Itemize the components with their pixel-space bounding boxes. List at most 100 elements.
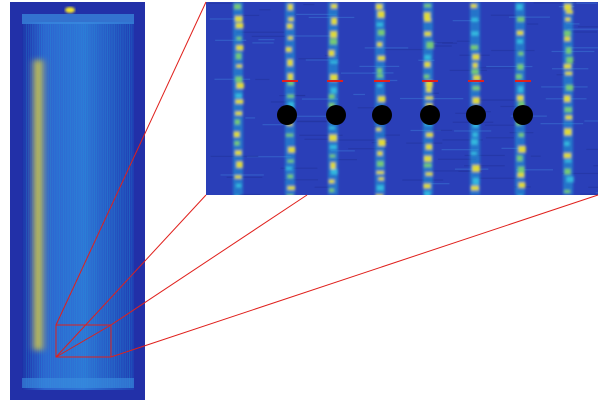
zoom-hotspot bbox=[564, 141, 570, 146]
zoom-hotspot bbox=[287, 36, 293, 40]
zoom-hotspot bbox=[376, 171, 385, 175]
zoom-hotspot bbox=[472, 54, 480, 60]
zoom-hotspot bbox=[330, 31, 338, 38]
zoom-streak bbox=[301, 98, 339, 100]
zoom-streak bbox=[426, 170, 470, 172]
zoom-hotspot bbox=[285, 166, 293, 171]
zoom-streak bbox=[299, 134, 343, 136]
zoom-hotspot bbox=[426, 87, 432, 93]
connector-line-3 bbox=[110, 194, 308, 326]
zoom-hotspot bbox=[376, 22, 383, 27]
zoom-hotspot bbox=[423, 163, 432, 168]
zoom-hotspot bbox=[518, 182, 526, 188]
zoom-hotspot bbox=[286, 194, 294, 195]
zoom-markers bbox=[277, 105, 533, 125]
zoom-hotspot bbox=[426, 41, 434, 49]
zoom-streak bbox=[246, 156, 292, 158]
zoom-streak bbox=[364, 47, 409, 49]
zoom-hotspot bbox=[472, 122, 479, 128]
zoom-hotspot bbox=[288, 101, 295, 109]
zoom-hotspot bbox=[472, 132, 478, 138]
zoom-hotspot bbox=[564, 128, 572, 136]
zoom-streak bbox=[353, 93, 365, 96]
zoom-streak bbox=[530, 155, 541, 157]
callout bbox=[55, 1, 599, 358]
zoom-hotspot bbox=[424, 4, 432, 8]
zoom-hotspot bbox=[564, 4, 572, 11]
zoom-hotspot bbox=[424, 54, 431, 60]
zoom-hotspot bbox=[288, 146, 296, 153]
zoom-hotspot bbox=[424, 191, 431, 195]
zoom-hotspot bbox=[236, 183, 242, 188]
zoom-hotspot bbox=[472, 86, 481, 91]
overview-top-hotspot bbox=[65, 7, 75, 13]
zoom-column bbox=[233, 2, 243, 195]
zoom-hotspot bbox=[472, 164, 480, 172]
zoom-hotspot bbox=[235, 99, 244, 104]
zoom-streak bbox=[486, 65, 533, 68]
zoom-streak bbox=[561, 172, 598, 175]
zoom-streak bbox=[289, 35, 336, 37]
zoom-streak bbox=[298, 58, 333, 60]
zoom-streak bbox=[473, 67, 517, 69]
zoom-hotspot bbox=[288, 17, 294, 22]
zoom-streak bbox=[236, 31, 285, 33]
zoom-hotspot bbox=[234, 194, 240, 195]
zoom-hotspot bbox=[328, 102, 335, 108]
zoom-streak bbox=[235, 193, 261, 195]
zoom-hotspot bbox=[287, 80, 294, 86]
zoom-hotspot bbox=[287, 174, 294, 179]
zoom-hotspot bbox=[287, 73, 294, 80]
zoom-streak bbox=[330, 159, 357, 161]
zoom-hotspot bbox=[234, 4, 241, 10]
zoom-hotspot bbox=[330, 168, 338, 175]
zoom-hotspot bbox=[287, 59, 293, 67]
zoom-hotspot bbox=[566, 10, 574, 14]
zoom-hotspot bbox=[517, 166, 525, 174]
zoom-hotspot bbox=[564, 189, 571, 194]
zoom-hotspot bbox=[424, 18, 432, 22]
zoom-streak bbox=[314, 186, 331, 188]
zoom-hotspot bbox=[287, 186, 296, 190]
zoom-streak bbox=[209, 18, 242, 20]
zoom-streak bbox=[490, 14, 525, 16]
zoom-hotspot bbox=[565, 71, 573, 76]
zoom-hotspot bbox=[235, 111, 243, 116]
zoom-streak bbox=[476, 99, 522, 101]
zoom-hotspot bbox=[377, 84, 383, 88]
zoom-hotspot bbox=[423, 183, 431, 189]
zoom-hotspot bbox=[236, 36, 242, 41]
zoom-hotspot bbox=[563, 95, 571, 102]
black-marker bbox=[420, 105, 440, 125]
zoom-hotspot bbox=[331, 17, 338, 25]
zoom-streak bbox=[464, 165, 505, 167]
zoom-streak bbox=[296, 121, 335, 123]
zoom-streak bbox=[533, 2, 577, 4]
zoom-streak bbox=[215, 39, 247, 41]
zoom-hotspot bbox=[472, 62, 478, 68]
zoom-hotspot bbox=[329, 188, 335, 193]
zoom-hotspot bbox=[376, 185, 384, 191]
zoom-hotspot bbox=[375, 194, 384, 195]
zoom-hotspot bbox=[378, 139, 386, 147]
zoom-streak bbox=[294, 94, 306, 97]
zoom-streak bbox=[540, 123, 584, 125]
zoom-hotspot bbox=[331, 4, 338, 9]
zoom-hotspot bbox=[330, 60, 338, 64]
zoom-hotspot bbox=[233, 131, 240, 138]
zoom-streak bbox=[491, 49, 535, 52]
zoom-streak bbox=[255, 78, 270, 81]
zoom-hotspot bbox=[517, 194, 524, 195]
zoom-streak bbox=[340, 72, 376, 74]
zoom-hotspot bbox=[563, 30, 571, 37]
zoom-hotspot bbox=[516, 155, 523, 162]
zoom-streak bbox=[527, 23, 539, 25]
zoom-hotspot bbox=[236, 161, 243, 168]
zoom-streak bbox=[252, 42, 274, 44]
zoom-hotspot bbox=[328, 50, 335, 57]
zoom-panel bbox=[206, 2, 598, 195]
zoom-hotspot bbox=[518, 132, 525, 138]
zoom-streak bbox=[449, 69, 488, 72]
selection-box-depth bbox=[55, 324, 112, 358]
zoom-column bbox=[285, 2, 295, 195]
